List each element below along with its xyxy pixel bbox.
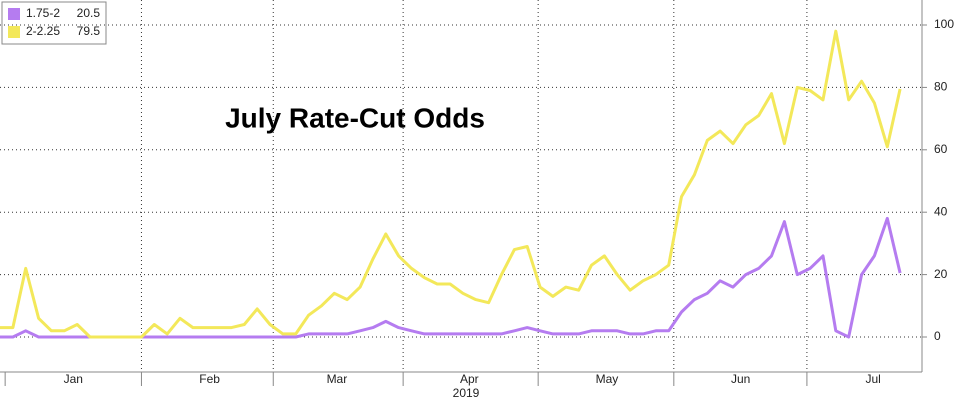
y-tick-label: 20 bbox=[934, 267, 948, 281]
x-tick-label: Jun bbox=[731, 372, 750, 386]
y-tick-label: 0 bbox=[934, 329, 941, 343]
x-tick-label: May bbox=[596, 372, 619, 386]
x-tick-label: Feb bbox=[199, 372, 220, 386]
series-line bbox=[0, 29, 902, 339]
legend-label: 2-2.25 bbox=[26, 24, 60, 38]
chart-title: July Rate-Cut Odds bbox=[225, 102, 485, 133]
y-tick-label: 100 bbox=[934, 17, 954, 31]
series-line bbox=[0, 216, 902, 339]
x-tick-label: Mar bbox=[327, 372, 348, 386]
legend-value: 79.5 bbox=[77, 24, 101, 38]
y-tick-label: 60 bbox=[934, 142, 948, 156]
x-tick-label: Jan bbox=[64, 372, 83, 386]
x-tick-label: Apr bbox=[460, 372, 479, 386]
legend-value: 20.5 bbox=[77, 6, 101, 20]
legend-label: 1.75-2 bbox=[26, 6, 60, 20]
y-tick-label: 80 bbox=[934, 80, 948, 94]
legend-swatch bbox=[8, 8, 20, 20]
x-axis-label: 2019 bbox=[453, 386, 480, 400]
y-tick-label: 40 bbox=[934, 204, 948, 218]
x-tick-label: Jul bbox=[865, 372, 880, 386]
legend-swatch bbox=[8, 26, 20, 38]
